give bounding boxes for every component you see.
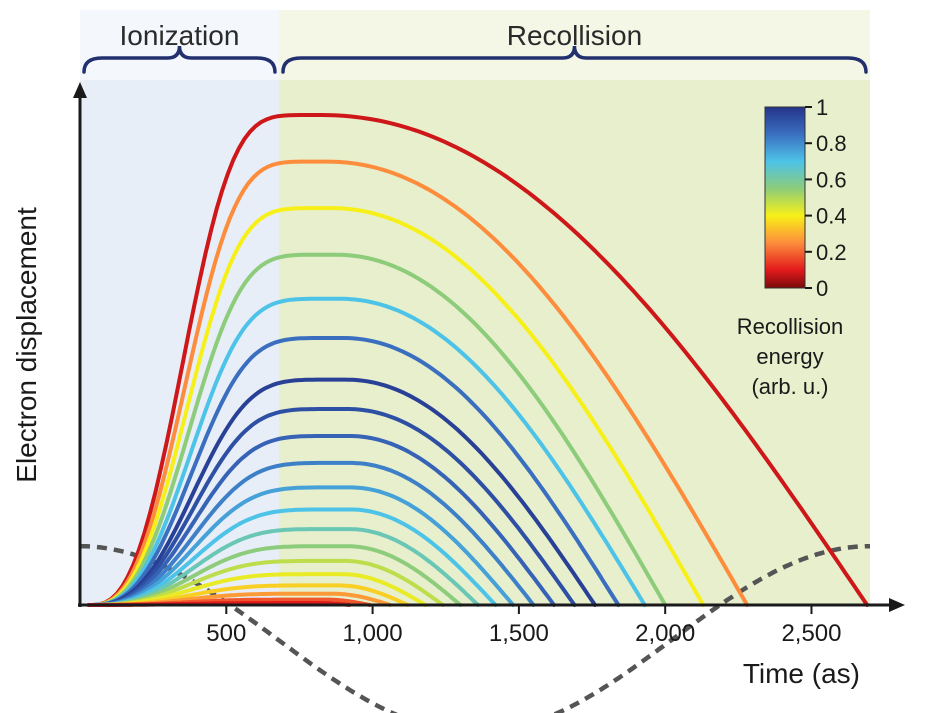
region-bg-recollision <box>278 10 870 605</box>
region-header-recollision <box>278 10 870 80</box>
region-label-recollision: Recollision <box>507 20 642 51</box>
colorbar-gradient <box>764 106 806 289</box>
colorbar-tick-label-6: 0 <box>816 276 828 301</box>
x-axis-title: Time (as) <box>743 658 860 689</box>
colorbar: 1 0.8 0.6 0.4 0.2 0 Recollision energy (arb. u.) <box>737 95 847 399</box>
axes <box>73 82 905 612</box>
trajectory-line-12 <box>86 507 498 607</box>
x-tick-label-2: 1,000 <box>343 620 403 647</box>
trajectory-line-4 <box>86 252 668 607</box>
trajectory-line-8 <box>86 407 577 607</box>
region-header-ionization <box>80 10 279 80</box>
trajectory-line-10 <box>86 460 536 607</box>
x-tick-label-5: 2,500 <box>781 620 841 647</box>
trajectory-line-3 <box>86 206 706 607</box>
brace-ionization <box>82 45 277 74</box>
colorbar-tick-label-1: 1 <box>816 95 828 120</box>
trajectory-line-13 <box>86 527 480 607</box>
colorbar-title-line-3: (arb. u.) <box>751 374 828 399</box>
region-bg-ionization <box>80 10 279 605</box>
trajectory-line-2 <box>86 159 750 607</box>
trajectory-line-11 <box>86 485 515 607</box>
trajectory-line-7 <box>86 377 597 607</box>
colorbar-tick-label-2: 0.8 <box>816 131 847 156</box>
y-axis-title: Electron displacement <box>11 207 42 483</box>
x-tick-label-1: 500 <box>206 620 246 647</box>
colorbar-title-line-2: energy <box>756 344 823 369</box>
x-tick-label-4: 2,000 <box>635 620 695 647</box>
region-braces: Ionization Recollision <box>82 20 868 74</box>
region-label-ionization: Ionization <box>120 20 240 51</box>
trajectory-line-1 <box>86 113 870 607</box>
colorbar-tick-label-5: 0.2 <box>816 240 847 265</box>
x-tick-label-3: 1,500 <box>489 620 549 647</box>
x-tick-labels: 500 1,000 1,500 2,000 2,500 <box>206 605 842 647</box>
colorbar-title-line-1: Recollision <box>737 314 843 339</box>
region-backgrounds <box>80 10 870 605</box>
colorbar-tick-label-4: 0.4 <box>816 204 847 229</box>
trajectory-line-9 <box>86 434 556 607</box>
colorbar-tick-label-3: 0.6 <box>816 167 847 192</box>
brace-recollision <box>281 45 868 74</box>
trajectory-layer <box>86 113 870 607</box>
y-axis-arrow-icon <box>73 82 87 98</box>
trajectory-line-6 <box>86 336 621 607</box>
trajectory-line-5 <box>86 296 647 607</box>
x-axis-arrow-icon <box>889 598 905 612</box>
